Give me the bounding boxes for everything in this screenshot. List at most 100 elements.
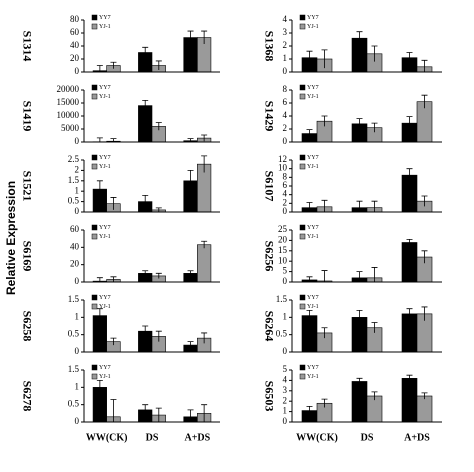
panel-title: S1419 bbox=[20, 101, 34, 132]
error-bar bbox=[155, 272, 162, 279]
legend-label: YJ-1 bbox=[307, 304, 319, 310]
error-bar bbox=[306, 202, 313, 212]
legend-swatch bbox=[91, 233, 98, 240]
error-bar bbox=[110, 197, 117, 210]
y-tick-label: 0 bbox=[283, 416, 288, 426]
legend-swatch bbox=[299, 224, 306, 231]
y-tick-label: 0 bbox=[283, 206, 288, 216]
y-tick-label: 2 bbox=[283, 40, 288, 50]
y-tick-label: 10 bbox=[278, 255, 288, 265]
error-bar bbox=[406, 168, 413, 182]
error-bar bbox=[187, 30, 194, 45]
x-tick-label: WW(CK) bbox=[86, 432, 128, 443]
panel-title: S6278 bbox=[20, 381, 34, 412]
error-bar bbox=[96, 137, 103, 142]
error-bar bbox=[142, 46, 149, 58]
panel-title: S6256 bbox=[262, 241, 276, 272]
error-bar bbox=[306, 310, 313, 321]
error-bar bbox=[155, 207, 162, 212]
legend-swatch bbox=[91, 93, 98, 100]
x-tick-label: DS bbox=[361, 432, 374, 443]
y-tick-label: 1 bbox=[75, 185, 80, 195]
y-tick-label: 2 bbox=[283, 395, 288, 405]
y-tick-label: 1.5 bbox=[276, 294, 288, 304]
y-tick-label: 5 bbox=[283, 364, 288, 374]
error-bar bbox=[421, 94, 428, 109]
legend-swatch bbox=[299, 154, 306, 161]
y-tick-label: 60 bbox=[70, 27, 80, 37]
error-bar bbox=[201, 332, 208, 344]
legend-swatch bbox=[299, 233, 306, 240]
error-bar bbox=[142, 325, 149, 337]
error-bar bbox=[406, 116, 413, 130]
error-bar bbox=[155, 60, 162, 71]
x-tick-label: A+DS bbox=[404, 432, 430, 443]
y-tick-label: 60 bbox=[70, 224, 80, 234]
y-tick-label: 1.5 bbox=[68, 364, 80, 374]
error-bar bbox=[110, 337, 117, 346]
y-tick-label: 0 bbox=[75, 206, 80, 216]
error-bar bbox=[142, 404, 149, 416]
legend-swatch bbox=[299, 373, 306, 380]
error-bar bbox=[321, 49, 328, 69]
y-tick-label: 1 bbox=[283, 53, 288, 63]
y-tick-label: 0.5 bbox=[68, 399, 80, 409]
error-bar bbox=[356, 200, 363, 212]
error-bar bbox=[356, 271, 363, 282]
error-bar bbox=[155, 122, 162, 131]
legend-swatch bbox=[299, 163, 306, 170]
legend-swatch bbox=[299, 23, 306, 30]
y-tick-label: 0 bbox=[283, 136, 288, 146]
legend-label: YY7 bbox=[307, 295, 319, 301]
error-bar bbox=[142, 270, 149, 276]
x-tick-label: A+DS bbox=[184, 432, 210, 443]
y-tick-label: 0 bbox=[283, 66, 288, 76]
legend-swatch bbox=[91, 294, 98, 301]
y-tick-label: 10 bbox=[278, 163, 288, 173]
x-tick-label: WW(CK) bbox=[296, 432, 338, 443]
legend-label: YY7 bbox=[307, 365, 319, 371]
y-tick-label: 4 bbox=[283, 14, 288, 24]
error-bar bbox=[371, 322, 378, 333]
error-bar bbox=[187, 270, 194, 276]
y-tick-label: 8 bbox=[283, 84, 288, 94]
error-bar bbox=[356, 31, 363, 45]
y-tick-label: 5 bbox=[283, 266, 288, 276]
legend-swatch bbox=[91, 23, 98, 30]
y-tick-label: 2.5 bbox=[68, 154, 80, 164]
y-tick-label: 1 bbox=[283, 311, 288, 321]
legend-label: YY7 bbox=[307, 155, 319, 161]
bar bbox=[197, 244, 212, 283]
panel-title: S6107 bbox=[262, 171, 276, 202]
error-bar bbox=[421, 195, 428, 207]
error-bar bbox=[321, 327, 328, 339]
error-bar bbox=[96, 180, 103, 198]
legend-label: YY7 bbox=[307, 15, 319, 21]
legend-label: YJ-1 bbox=[307, 234, 319, 240]
y-tick-label: 0.5 bbox=[276, 329, 288, 339]
legend-swatch bbox=[91, 364, 98, 371]
y-tick-label: 1.5 bbox=[68, 294, 80, 304]
error-bar bbox=[187, 170, 194, 192]
y-tick-label: 6 bbox=[283, 97, 288, 107]
error-bar bbox=[142, 194, 149, 208]
y-tick-label: 20 bbox=[70, 259, 80, 269]
y-tick-label: 0 bbox=[283, 276, 288, 286]
y-tick-label: 0 bbox=[75, 346, 80, 356]
error-bar bbox=[187, 138, 194, 142]
error-bar bbox=[321, 398, 328, 408]
bar bbox=[416, 395, 433, 423]
error-bar bbox=[406, 52, 413, 63]
y-tick-label: 4 bbox=[283, 110, 288, 120]
error-bar bbox=[356, 118, 363, 129]
legend-label: YJ-1 bbox=[307, 24, 319, 30]
legend-swatch bbox=[299, 303, 306, 310]
y-tick-label: 1 bbox=[283, 406, 288, 416]
legend-swatch bbox=[299, 84, 306, 91]
y-tick-label: 0 bbox=[75, 66, 80, 76]
y-tick-label: 2 bbox=[75, 164, 80, 174]
error-bar bbox=[371, 45, 378, 62]
y-tick-label: 0 bbox=[75, 416, 80, 426]
y-tick-label: 15 bbox=[278, 245, 288, 255]
legend-swatch bbox=[299, 14, 306, 21]
